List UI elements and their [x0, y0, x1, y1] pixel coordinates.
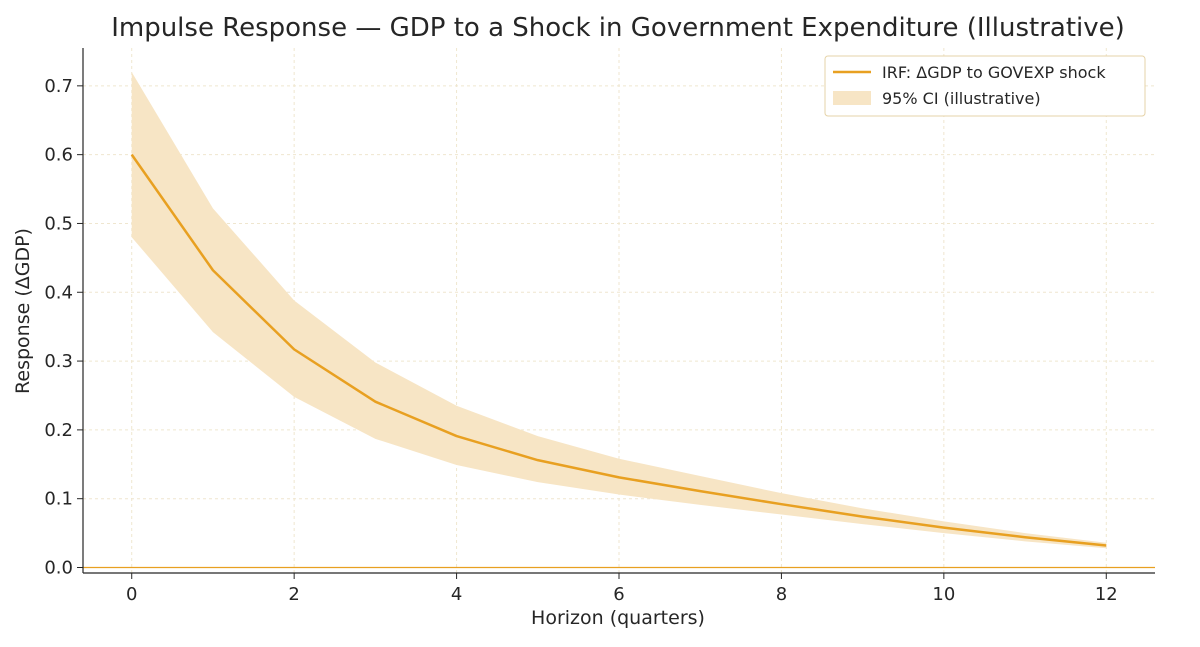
- irf-line: [130, 153, 1107, 547]
- y-tick-label: 0.7: [44, 76, 73, 97]
- legend-label-ci: 95% CI (illustrative): [882, 89, 1041, 108]
- y-tick-label: 0.1: [44, 489, 73, 510]
- x-tick-label: 12: [1095, 584, 1118, 605]
- y-tick-label: 0.3: [44, 351, 73, 372]
- chart-title: Impulse Response — GDP to a Shock in Gov…: [111, 13, 1125, 43]
- ci-band: [131, 72, 1107, 549]
- y-tick-label: 0.6: [44, 145, 73, 166]
- y-tick-label: 0.5: [44, 213, 73, 234]
- y-axis-label: Response (ΔGDP): [12, 228, 34, 394]
- x-tick-label: 4: [451, 584, 462, 605]
- x-ticks: 0 2 4 6 8 10 12: [126, 573, 1118, 605]
- y-tick-label: 0.0: [44, 557, 73, 578]
- legend-swatch-band: [833, 91, 871, 105]
- y-ticks: 0.0 0.1 0.2 0.3 0.4 0.5 0.6 0.7: [44, 76, 83, 578]
- x-tick-label: 6: [613, 584, 624, 605]
- x-tick-label: 10: [932, 584, 955, 605]
- legend-box: [824, 55, 1146, 117]
- x-tick-label: 2: [288, 584, 299, 605]
- x-tick-label: 0: [126, 584, 137, 605]
- y-tick-label: 0.2: [44, 420, 73, 441]
- x-axis-label: Horizon (quarters): [531, 607, 705, 629]
- x-tick-label: 8: [776, 584, 787, 605]
- legend: IRF: ΔGDP to GOVEXP shock 95% CI (illust…: [824, 55, 1146, 117]
- y-tick-label: 0.4: [44, 282, 73, 303]
- legend-label-irf: IRF: ΔGDP to GOVEXP shock: [882, 63, 1106, 82]
